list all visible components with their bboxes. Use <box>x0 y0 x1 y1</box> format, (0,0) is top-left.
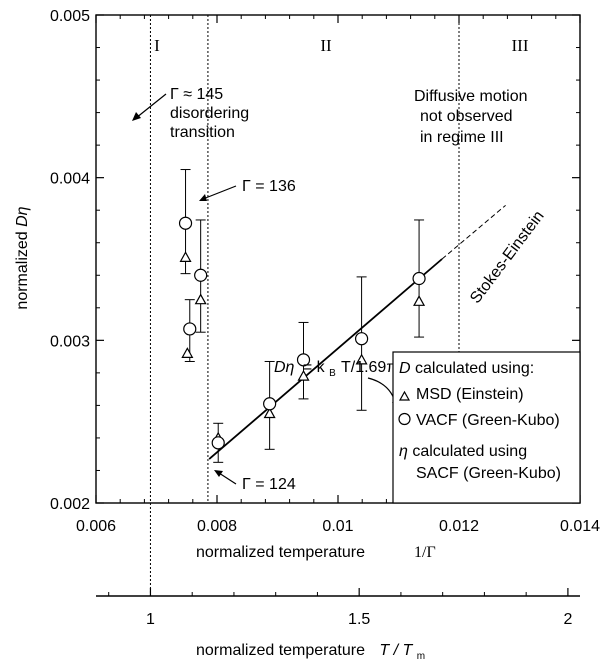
triangle-marker <box>355 353 368 365</box>
regime-label-II: II <box>320 36 332 55</box>
legend: D calculated using: MSD (Einstein) VACF … <box>392 351 581 504</box>
legend-triangle-marker <box>398 390 411 401</box>
triangle-marker <box>181 347 194 358</box>
secondary-tick-label: 1 <box>146 611 155 628</box>
primary-x-label: normalized temperature <box>196 544 365 561</box>
fit-line-solid <box>208 258 443 460</box>
gamma124-label: Γ = 124 <box>242 476 296 493</box>
triangle-marker <box>297 369 310 381</box>
regime-label-I: I <box>154 36 160 55</box>
triangle-marker <box>413 295 426 306</box>
gamma136-label: Γ = 136 <box>242 178 296 195</box>
legend-eta-text: calculated using <box>412 443 527 460</box>
circle-marker <box>211 436 225 450</box>
legend-entry-vacf: VACF (Green-Kubo) <box>416 412 560 429</box>
legend-eta-line1: η calculated using <box>399 443 527 460</box>
error-bars <box>180 169 425 463</box>
svg-text:normalized Dη: normalized Dη <box>14 206 31 309</box>
circle-marker <box>296 353 311 367</box>
primary-x-symbol: 1/Γ <box>414 544 436 561</box>
data-markers <box>178 216 426 450</box>
formula-sub: B <box>329 368 336 379</box>
x-tick-label: 0.008 <box>197 518 237 535</box>
fit-line-dashed <box>441 204 506 260</box>
y-ticks: 0.002 0.003 0.004 0.005 <box>50 8 580 513</box>
legend-header: D calculated using: <box>399 360 534 377</box>
triangle-marker <box>179 251 192 262</box>
stokes-einstein-label: Stokes-Einstein <box>467 208 547 307</box>
primary-x-axis-title: normalized temperature 1/Γ <box>196 544 436 561</box>
legend-circle-marker <box>398 412 411 426</box>
annotation-gamma136: Γ = 136 <box>199 178 296 201</box>
triangle-marker <box>263 407 276 419</box>
annotation-gamma124: Γ = 124 <box>214 470 296 493</box>
secondary-x-label: normalized temperature <box>196 642 365 659</box>
circle-marker <box>194 268 208 282</box>
regime-label-III: III <box>512 36 529 55</box>
diffusive-line1: Diffusive motion <box>414 88 528 105</box>
svg-text:Dη = k B T/1: Dη = k B T/1.69π <box>274 359 397 380</box>
stokes-einstein-line <box>208 204 506 460</box>
secondary-x-axis-title: normalized temperature T / T m <box>196 642 425 662</box>
y-label-symbol: Dη <box>14 206 31 227</box>
legend-eta-line2: SACF (Green-Kubo) <box>416 465 561 482</box>
gamma145-line2: disordering <box>170 105 249 122</box>
secondary-x-symbol: T / T <box>379 642 413 659</box>
y-tick-label: 0.003 <box>50 333 90 350</box>
formula-rhs: = k <box>303 359 326 376</box>
fit-formula: Dη = k B T/1.69π <box>274 359 400 410</box>
gamma145-label: Γ ≈ 145 <box>170 86 223 103</box>
legend-header-symbol: D <box>399 360 411 377</box>
legend-header-text: calculated using: <box>415 360 534 377</box>
secondary-x-ticks: 1 1.5 2 <box>108 588 572 628</box>
x-tick-label: 0.01 <box>322 518 353 535</box>
y-axis-title: normalized Dη <box>14 206 31 309</box>
x-tick-label: 0.006 <box>76 518 116 535</box>
y-tick-label: 0.005 <box>50 8 90 25</box>
formula-lhs: Dη <box>274 359 295 376</box>
circle-marker <box>178 216 193 230</box>
annotation-gamma145: Γ ≈ 145 disordering transition <box>132 86 249 141</box>
y-label-word: normalized <box>14 227 31 310</box>
y-tick-label: 0.002 <box>50 496 90 513</box>
diffusive-line3: in regime III <box>420 129 504 146</box>
secondary-x-sub: m <box>417 651 425 662</box>
formula-tail: T/1.69π <box>341 359 397 376</box>
circle-marker <box>263 397 277 411</box>
secondary-tick-label: 2 <box>563 611 572 628</box>
primary-x-ticks: 0.006 0.008 0.01 0.012 0.014 <box>76 15 600 535</box>
y-tick-label: 0.004 <box>50 171 90 188</box>
x-tick-label: 0.014 <box>560 518 600 535</box>
svg-text:normalized temperature T: normalized temperature T / T m <box>196 642 425 662</box>
secondary-tick-label: 1.5 <box>348 611 370 628</box>
circle-marker <box>412 271 426 286</box>
circle-marker <box>354 332 369 346</box>
regime-boundaries <box>149 15 460 596</box>
legend-eta-symbol: η <box>399 443 408 460</box>
x-tick-label: 0.012 <box>439 518 479 535</box>
gamma145-line3: transition <box>170 124 235 141</box>
annotation-diffusive: Diffusive motion not observed in regime … <box>414 88 528 146</box>
legend-entry-msd: MSD (Einstein) <box>416 386 524 403</box>
triangle-marker <box>194 293 207 305</box>
circle-marker <box>183 322 197 336</box>
legend-box <box>392 351 581 504</box>
diffusive-line2: not observed <box>420 108 513 125</box>
